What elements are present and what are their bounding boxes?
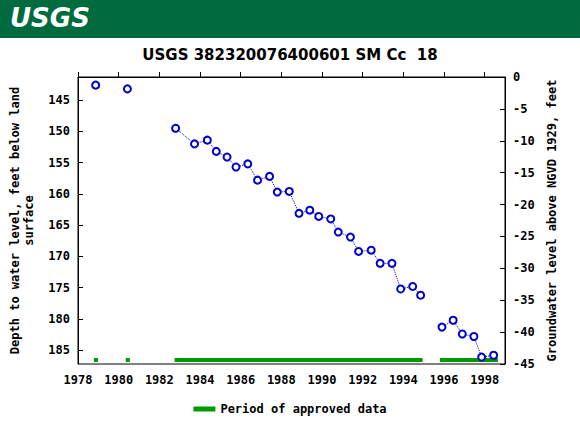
svg-text:1998: 1998 [470,373,499,387]
svg-text:1982: 1982 [145,373,174,387]
svg-text:USGS: USGS [10,3,90,33]
svg-text:-45: -45 [513,357,535,371]
svg-text:1990: 1990 [308,373,337,387]
svg-text:Groundwater level above NGVD 1: Groundwater level above NGVD 1929, feet [545,80,559,362]
svg-text:surface: surface [22,195,36,246]
svg-text:1994: 1994 [389,373,418,387]
svg-text:USGS 382320076400601 SM Cc 18: USGS 382320076400601 SM Cc 18 [142,46,437,64]
svg-text:-40: -40 [513,325,535,339]
svg-text:-15: -15 [513,166,535,180]
svg-text:Depth to water level, feet bel: Depth to water level, feet below land [8,87,22,354]
svg-text:1988: 1988 [267,373,296,387]
svg-text:180: 180 [48,312,70,326]
svg-text:175: 175 [48,281,70,295]
svg-text:1992: 1992 [348,373,377,387]
svg-text:145: 145 [48,93,70,107]
svg-text:1978: 1978 [64,373,93,387]
svg-text:-25: -25 [513,229,535,243]
svg-text:1980: 1980 [104,373,133,387]
svg-text:-35: -35 [513,293,535,307]
svg-text:-30: -30 [513,261,535,275]
svg-text:1996: 1996 [430,373,459,387]
svg-text:1984: 1984 [186,373,215,387]
svg-text:-20: -20 [513,198,535,212]
svg-text:165: 165 [48,218,70,232]
svg-text:-5: -5 [513,102,527,116]
svg-text:185: 185 [48,343,70,357]
svg-text:0: 0 [513,70,520,84]
svg-text:150: 150 [48,124,70,138]
svg-text:170: 170 [48,249,70,263]
svg-text:1986: 1986 [226,373,255,387]
svg-text:160: 160 [48,187,70,201]
svg-text:Period of approved data: Period of approved data [220,402,386,416]
svg-text:-10: -10 [513,134,535,148]
svg-text:155: 155 [48,156,70,170]
